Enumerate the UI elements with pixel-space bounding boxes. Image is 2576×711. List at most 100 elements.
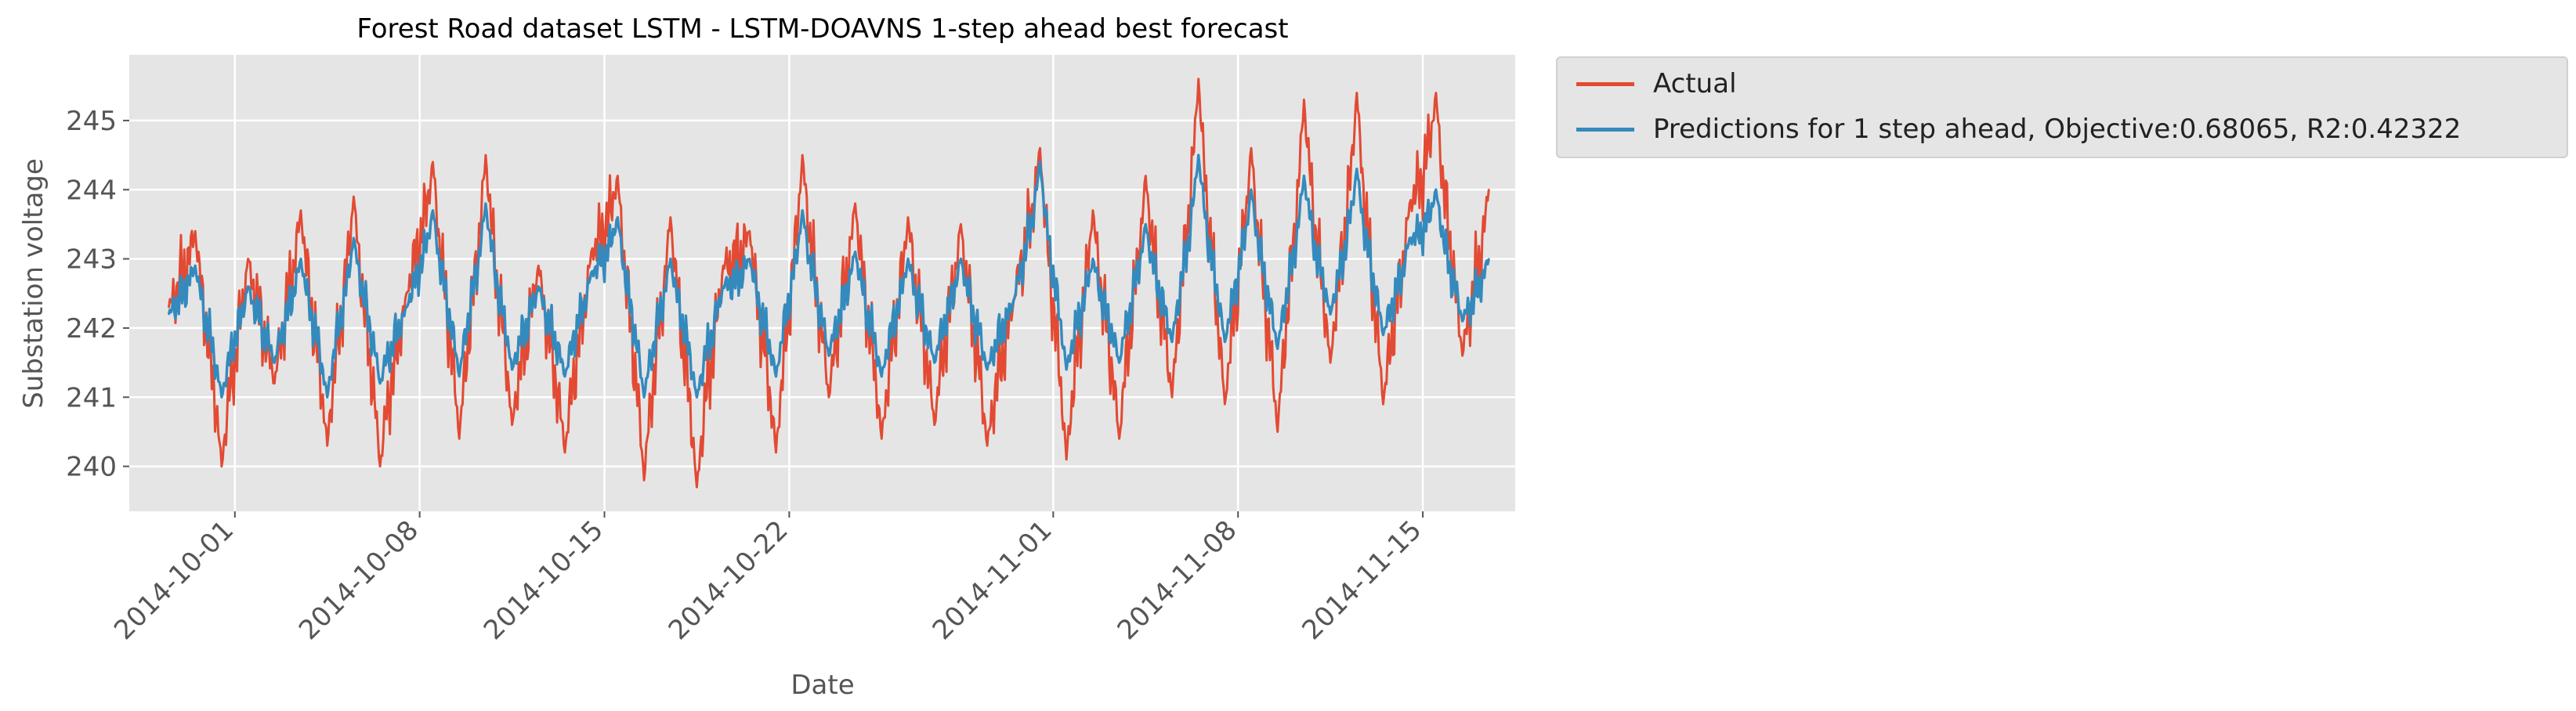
series-0-point-1 (194, 230, 197, 233)
series-0-point-21 (722, 265, 725, 267)
series-1-point-18 (642, 396, 646, 399)
series-1-point-3 (247, 285, 249, 288)
x-tick-label-3: 2014-10-22 (663, 514, 794, 646)
series-0-point-39 (1197, 78, 1199, 81)
y-axis-ticks: 240 241 242 243 244 245 (66, 106, 129, 483)
series-1-point-32 (1012, 299, 1015, 301)
series-1-point-6 (326, 396, 328, 399)
series-1-point-46 (1382, 334, 1384, 336)
series-0-point-38 (1170, 396, 1174, 399)
series-0-point-15 (563, 451, 566, 454)
series-1-point-33 (1039, 161, 1041, 164)
series-1-point-47 (1409, 236, 1411, 240)
series-layer (167, 78, 1490, 489)
y-axis-label: Substation voltage (18, 158, 49, 409)
series-0-point-49 (1461, 355, 1463, 357)
series-1-point-39 (1197, 153, 1199, 157)
series-1-point-25 (827, 355, 830, 357)
series-0-point-43 (1303, 99, 1305, 101)
series-1-point-20 (696, 396, 698, 399)
y-tick-label-0: 240 (66, 452, 117, 483)
series-0-point-14 (537, 265, 540, 267)
series-0-point-5 (299, 209, 302, 211)
series-0-point-22 (748, 230, 751, 233)
series-1-point-22 (748, 258, 751, 260)
series-1-point-16 (590, 272, 592, 274)
series-0-point-2 (220, 465, 223, 467)
x-tick-label-4: 2014-11-01 (927, 514, 1058, 646)
legend: Actual Predictions for 1 step ahead, Obj… (1556, 56, 2568, 158)
x-axis-label: Date (791, 669, 854, 701)
series-1-point-10 (432, 209, 434, 211)
series-1-point-1 (194, 265, 197, 267)
legend-swatch-predictions (1576, 127, 1634, 132)
series-0-point-6 (326, 444, 328, 447)
series-1-point-13 (511, 368, 513, 371)
series-1-point-38 (1170, 341, 1174, 343)
series-0-point-48 (1435, 92, 1438, 94)
series-0-point-11 (458, 438, 461, 440)
y-tick-label-3: 243 (66, 244, 117, 276)
series-1-point-41 (1250, 189, 1253, 191)
series-0-point-37 (1145, 175, 1147, 177)
series-0 (168, 78, 1490, 489)
series-0-point-16 (590, 251, 592, 253)
series-1-point-7 (353, 236, 355, 240)
series-1 (167, 153, 1490, 399)
series-1-point-36 (1118, 361, 1120, 364)
series-1-point-31 (986, 368, 989, 371)
series-1-point-26 (854, 251, 856, 253)
series-0-point-23 (775, 451, 777, 454)
series-1-point-12 (484, 202, 487, 205)
series-0-point-41 (1250, 147, 1253, 150)
series-1-point-42 (1276, 348, 1279, 350)
series-0-point-9 (405, 292, 407, 294)
series-1-point-50 (1488, 258, 1490, 260)
x-axis-ticks: 2014-10-01 2014-10-08 2014-10-15 2014-10-22… (108, 511, 1427, 646)
legend-label-actual: Actual (1653, 68, 1737, 99)
legend-swatch-actual (1576, 81, 1634, 86)
series-0-point-25 (827, 396, 830, 399)
series-1-point-8 (378, 382, 382, 384)
series-0-point-31 (986, 444, 989, 447)
series-0-point-35 (1091, 209, 1094, 211)
series-0-point-10 (432, 161, 434, 164)
series-0-point-36 (1118, 438, 1120, 440)
series-1-point-15 (563, 375, 566, 377)
series-0-point-27 (881, 438, 883, 440)
series-1-point-27 (881, 375, 883, 377)
series-1-point-19 (669, 258, 671, 260)
series-0-point-18 (642, 479, 646, 482)
series-0-point-29 (933, 424, 935, 426)
series-1-point-0 (168, 313, 170, 316)
x-tick-label-5: 2014-11-08 (1112, 514, 1243, 646)
series-1-point-43 (1303, 175, 1305, 177)
series-0-point-4 (273, 382, 276, 384)
legend-entry-actual: Actual (1576, 64, 1737, 103)
x-tick-label-1: 2014-10-08 (293, 514, 425, 646)
series-1-point-34 (1065, 368, 1068, 371)
series-0-point-26 (854, 202, 856, 205)
series-1-point-5 (299, 258, 302, 260)
y-tick-label-5: 245 (66, 106, 117, 137)
legend-entry-predictions: Predictions for 1 step ahead, Objective:… (1576, 110, 2461, 149)
series-1-point-44 (1329, 313, 1332, 316)
series-0-point-19 (669, 216, 671, 218)
series-1-point-2 (220, 396, 223, 399)
series-1-point-37 (1145, 223, 1147, 226)
x-tick-label-0: 2014-10-01 (108, 514, 240, 646)
series-1-point-30 (960, 258, 962, 260)
series-0-point-0 (168, 306, 170, 309)
series-1-point-11 (458, 375, 461, 377)
series-0-point-46 (1382, 402, 1384, 406)
y-tick-label-2: 242 (66, 313, 117, 345)
legend-label-predictions: Predictions for 1 step ahead, Objective:… (1653, 114, 2462, 145)
series-1-point-14 (537, 285, 540, 288)
series-1-point-23 (775, 375, 777, 377)
series-0-point-40 (1224, 402, 1226, 406)
y-tick-label-4: 244 (66, 175, 117, 206)
series-1-point-21 (722, 285, 725, 288)
series-1-point-24 (801, 209, 804, 211)
series-1-point-45 (1355, 168, 1359, 170)
